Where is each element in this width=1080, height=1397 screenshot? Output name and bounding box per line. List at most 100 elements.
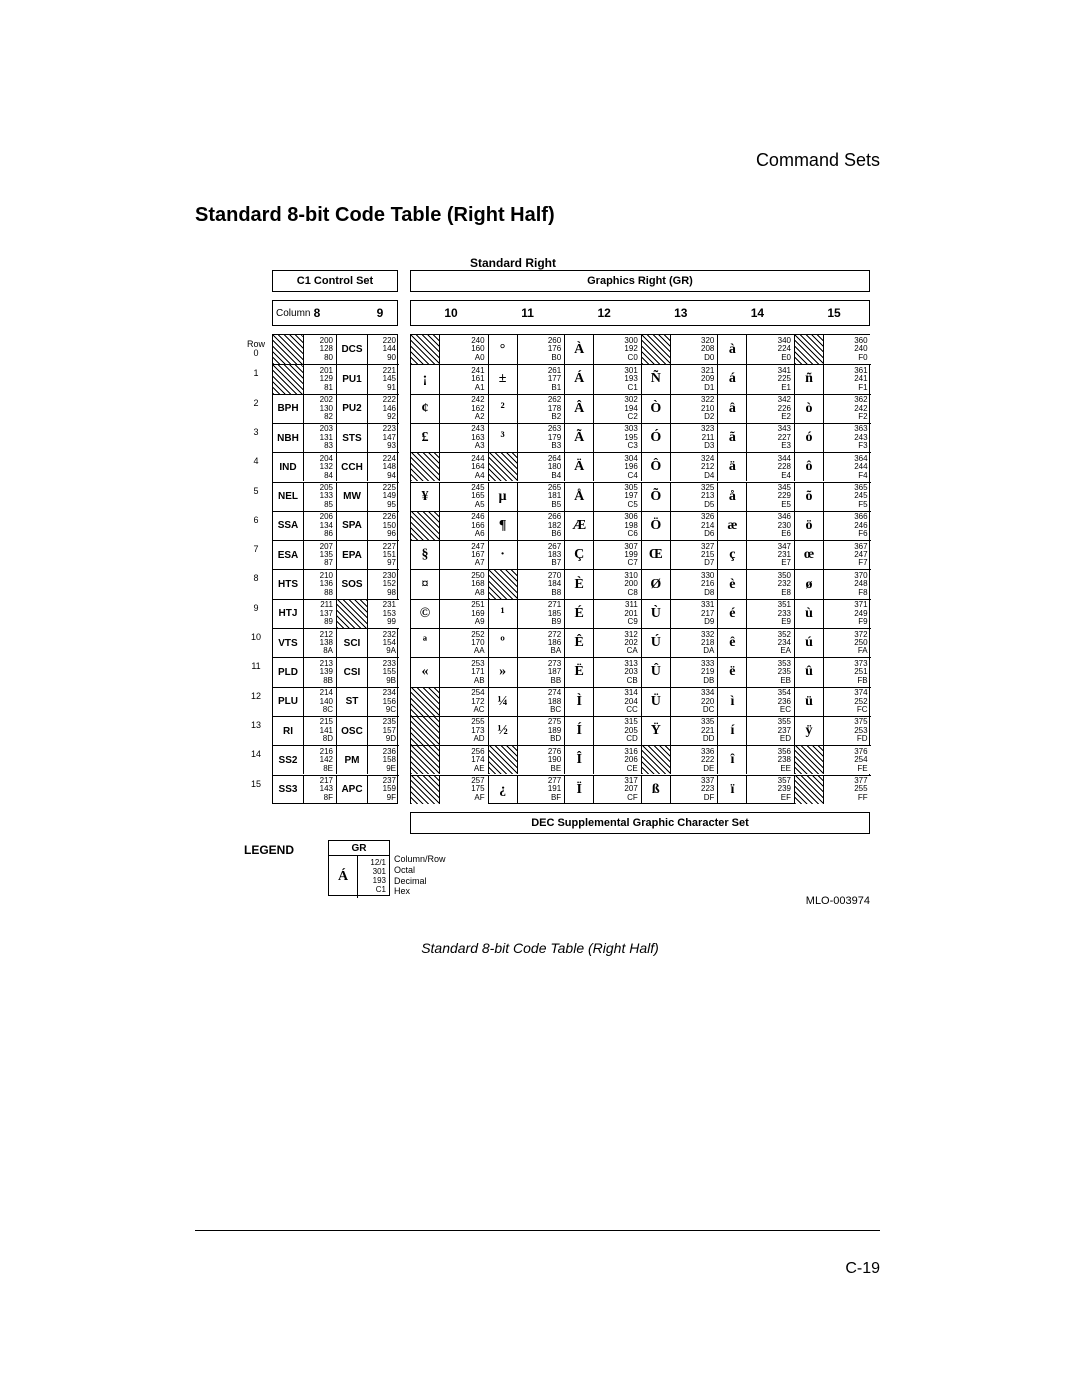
cell-h: A3 — [475, 442, 485, 450]
cell-h: 9B — [386, 677, 396, 685]
cell-glyph: œ — [795, 541, 823, 569]
code-cell: SPA22615096 — [336, 511, 399, 540]
legend-glyph: Á — [329, 856, 357, 898]
cell-h: 8B — [323, 677, 333, 685]
cell-codes: 371249F9 — [823, 600, 871, 628]
code-cell: â342226E2 — [717, 394, 794, 423]
cell-glyph: PLU — [273, 688, 303, 716]
code-cell: ©251169A9 — [411, 599, 488, 628]
cell-codes: 330216D8 — [670, 570, 718, 598]
cell-h: 8D — [323, 735, 333, 743]
column-header: 14 — [742, 306, 772, 320]
code-cell: ø370248F8 — [794, 569, 871, 598]
cell-glyph: ú — [795, 629, 823, 657]
code-cell: ¥245165A5 — [411, 482, 488, 511]
cell-h: F7 — [858, 559, 867, 567]
code-cell: í355237ED — [717, 716, 794, 745]
code-cell: Ú332218DA — [641, 628, 718, 657]
cell-glyph: Ä — [565, 453, 593, 481]
cell-h: FA — [858, 647, 868, 655]
cell-codes: 2151418D — [303, 717, 336, 745]
cell-codes: 365245F5 — [823, 483, 871, 511]
cell-codes: 311201C9 — [593, 600, 641, 628]
cell-h: E0 — [781, 354, 791, 362]
cell-h: D5 — [704, 501, 714, 509]
code-cell: ü374252FC — [794, 687, 871, 716]
code-cell: Ò322210D2 — [641, 394, 718, 423]
row-header: Row 0 — [244, 340, 268, 359]
code-cell: å345229E5 — [717, 482, 794, 511]
cell-h: 90 — [387, 354, 396, 362]
code-cell: ESA20713587 — [273, 540, 336, 569]
code-cell: ½275189BD — [488, 716, 565, 745]
cell-glyph: OSC — [337, 717, 367, 745]
code-cell: Ñ321209D1 — [641, 364, 718, 393]
cell-codes: 266182B6 — [517, 512, 565, 540]
cell-codes: 364244F4 — [823, 453, 871, 481]
code-cell: Ë313203CB — [564, 657, 641, 686]
cell-glyph: IND — [273, 453, 303, 481]
cell-glyph: APC — [337, 776, 367, 804]
cell-glyph: © — [411, 600, 439, 628]
cell-codes: 21113789 — [303, 600, 336, 628]
cell-codes: 2131398B — [303, 658, 336, 686]
cell-h: DF — [704, 794, 715, 802]
cell-codes: 247167A7 — [439, 541, 488, 569]
cell-h: FB — [857, 677, 867, 685]
cell-glyph: ã — [718, 424, 746, 452]
cell-h: F4 — [858, 472, 867, 480]
code-cell: ù371249F9 — [794, 599, 871, 628]
cell-codes: 2161428E — [303, 746, 336, 774]
legend-label: LEGEND — [244, 843, 294, 857]
cell-glyph: ô — [795, 453, 823, 481]
cell-codes: 277191BF — [517, 776, 565, 804]
cell-h: BB — [551, 677, 562, 685]
cell-glyph: ê — [718, 629, 746, 657]
cell-h: 89 — [324, 618, 333, 626]
cell-h: A6 — [475, 530, 485, 538]
gr-table-body: 240160A0°260176B0À300192C0320208D0à34022… — [410, 334, 870, 804]
cell-glyph: é — [718, 600, 746, 628]
cell-codes: 2171438F — [303, 776, 336, 804]
cell-h: CF — [627, 794, 638, 802]
code-cell: ß337223DF — [641, 775, 718, 804]
cell-codes: 20213082 — [303, 395, 336, 423]
cell-codes: 20012880 — [303, 335, 336, 364]
cell-codes: 2341569C — [367, 688, 399, 716]
cell-h: DC — [703, 706, 715, 714]
code-cell: Œ327215D7 — [641, 540, 718, 569]
row-header: 14 — [244, 750, 268, 759]
standard-right-label: Standard Right — [470, 256, 556, 270]
cell-glyph: º — [489, 629, 517, 657]
code-cell: 264180B4 — [488, 452, 565, 481]
cell-codes: 20413284 — [303, 453, 336, 481]
code-cell: 270184B8 — [488, 569, 565, 598]
cell-glyph: ò — [795, 395, 823, 423]
cell-glyph: RI — [273, 717, 303, 745]
code-cell: Â302194C2 — [564, 394, 641, 423]
cell-codes: 367247F7 — [823, 541, 871, 569]
code-cell: ä344228E4 — [717, 452, 794, 481]
code-cell: Æ306198C6 — [564, 511, 641, 540]
cell-h: C7 — [628, 559, 638, 567]
cell-glyph: Î — [565, 746, 593, 774]
cell-codes: 327215D7 — [670, 541, 718, 569]
cell-h: 8C — [323, 706, 333, 714]
cell-glyph: Ã — [565, 424, 593, 452]
cell-h: D9 — [704, 618, 714, 626]
code-cell: µ265181B5 — [488, 482, 565, 511]
cell-glyph: HTS — [273, 570, 303, 598]
cell-glyph: ¤ — [411, 570, 439, 598]
cell-codes: 22615096 — [367, 512, 399, 540]
cell-h: FE — [857, 765, 867, 773]
cell-codes: 320208D0 — [670, 335, 718, 364]
code-cell: é351233E9 — [717, 599, 794, 628]
code-cell: CSI2331559B — [336, 657, 399, 686]
column-header: 11 — [513, 306, 543, 320]
row-header: 15 — [244, 780, 268, 789]
cell-glyph: · — [489, 541, 517, 569]
code-cell: Ù331217D9 — [641, 599, 718, 628]
cell-codes: 262178B2 — [517, 395, 565, 423]
code-cell: ¢242162A2 — [411, 394, 488, 423]
cell-glyph: è — [718, 570, 746, 598]
